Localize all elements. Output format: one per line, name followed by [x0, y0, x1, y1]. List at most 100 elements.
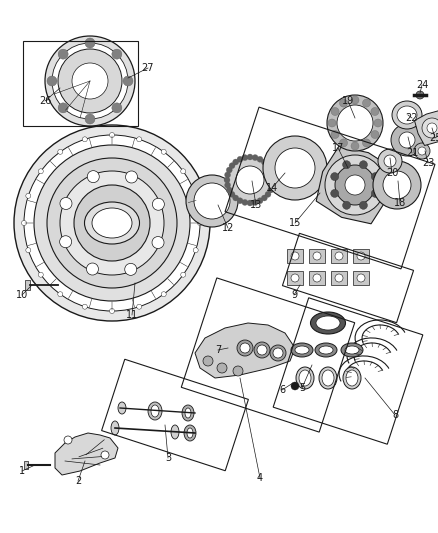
Ellipse shape	[392, 101, 422, 129]
Circle shape	[416, 91, 424, 99]
Circle shape	[181, 272, 186, 277]
Circle shape	[268, 187, 274, 193]
Ellipse shape	[85, 202, 139, 244]
Circle shape	[26, 248, 31, 253]
Circle shape	[21, 221, 27, 225]
Circle shape	[357, 274, 365, 282]
Circle shape	[60, 197, 72, 209]
Ellipse shape	[184, 425, 196, 441]
Circle shape	[225, 172, 230, 178]
Ellipse shape	[397, 106, 417, 124]
Circle shape	[335, 252, 343, 260]
Circle shape	[233, 366, 243, 376]
Ellipse shape	[295, 346, 309, 354]
Ellipse shape	[315, 343, 337, 357]
Circle shape	[24, 135, 200, 311]
Text: 26: 26	[39, 96, 51, 106]
Circle shape	[112, 49, 122, 59]
Text: 27: 27	[142, 63, 154, 73]
Polygon shape	[353, 271, 369, 285]
Circle shape	[270, 345, 286, 361]
Text: 24: 24	[416, 80, 428, 90]
Text: 20: 20	[386, 168, 398, 178]
Circle shape	[383, 171, 411, 199]
Circle shape	[82, 304, 87, 309]
Circle shape	[371, 131, 379, 139]
Circle shape	[137, 137, 142, 142]
Circle shape	[194, 183, 230, 219]
Circle shape	[60, 171, 164, 275]
Text: 8: 8	[392, 410, 398, 420]
Circle shape	[137, 304, 142, 309]
Ellipse shape	[92, 208, 132, 238]
Circle shape	[263, 136, 327, 200]
Circle shape	[247, 154, 253, 160]
Circle shape	[328, 119, 336, 127]
Circle shape	[152, 237, 164, 248]
Circle shape	[85, 38, 95, 48]
Circle shape	[357, 252, 365, 260]
Circle shape	[291, 274, 299, 282]
Circle shape	[351, 142, 359, 150]
Circle shape	[363, 99, 371, 107]
Ellipse shape	[319, 346, 333, 354]
Circle shape	[14, 125, 210, 321]
Polygon shape	[331, 271, 347, 285]
Circle shape	[331, 189, 339, 197]
Circle shape	[384, 155, 396, 167]
Circle shape	[422, 118, 438, 138]
Circle shape	[110, 133, 114, 138]
Circle shape	[275, 148, 315, 188]
Circle shape	[74, 185, 150, 261]
Circle shape	[34, 145, 190, 301]
Circle shape	[363, 139, 371, 147]
Polygon shape	[287, 271, 303, 285]
Circle shape	[427, 123, 437, 133]
Ellipse shape	[311, 312, 346, 334]
Circle shape	[265, 191, 271, 197]
Ellipse shape	[319, 367, 337, 389]
Circle shape	[247, 200, 253, 206]
Circle shape	[335, 274, 343, 282]
Polygon shape	[309, 249, 325, 263]
Circle shape	[161, 292, 166, 297]
Circle shape	[371, 108, 379, 116]
Text: 7: 7	[215, 345, 221, 355]
Circle shape	[331, 173, 339, 181]
Circle shape	[257, 156, 263, 162]
Circle shape	[26, 193, 31, 198]
Circle shape	[313, 274, 321, 282]
Text: 4: 4	[257, 473, 263, 483]
Text: 17: 17	[332, 143, 344, 153]
Circle shape	[126, 171, 138, 183]
Text: 15: 15	[289, 218, 301, 228]
Circle shape	[291, 252, 299, 260]
Circle shape	[335, 165, 375, 205]
Circle shape	[331, 108, 339, 116]
Ellipse shape	[291, 343, 313, 357]
Polygon shape	[25, 280, 30, 290]
Text: 23: 23	[422, 158, 434, 168]
Circle shape	[233, 159, 239, 165]
Circle shape	[203, 356, 213, 366]
Circle shape	[181, 169, 186, 174]
Circle shape	[123, 76, 133, 86]
Circle shape	[233, 195, 239, 201]
Circle shape	[351, 96, 359, 104]
Circle shape	[237, 340, 253, 356]
Circle shape	[64, 436, 72, 444]
Ellipse shape	[343, 367, 361, 389]
Ellipse shape	[118, 402, 126, 414]
Circle shape	[343, 201, 350, 209]
Circle shape	[47, 76, 57, 86]
Circle shape	[399, 132, 415, 148]
Circle shape	[82, 137, 87, 142]
Circle shape	[58, 292, 63, 297]
Circle shape	[125, 263, 137, 276]
Circle shape	[418, 147, 426, 155]
Text: 18: 18	[394, 198, 406, 208]
Text: 2: 2	[75, 476, 81, 486]
Circle shape	[224, 177, 230, 183]
Circle shape	[110, 309, 114, 313]
Text: 3: 3	[165, 453, 171, 463]
